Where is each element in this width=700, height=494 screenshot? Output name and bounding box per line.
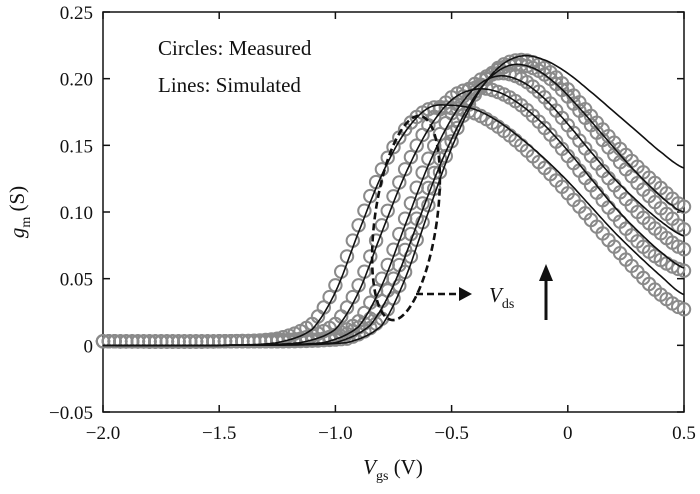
x-tick-label: 0.5 (672, 423, 696, 444)
vds-annotation: Vds (370, 114, 553, 322)
y-tick-label: 0.20 (60, 70, 93, 91)
legend-simulated: Lines: Simulated (158, 73, 301, 97)
vds-label: Vds (489, 283, 514, 312)
x-tick-label: −1.5 (202, 423, 236, 444)
legend-measured: Circles: Measured (158, 36, 312, 60)
y-axis-label: gm (S) (5, 186, 34, 238)
measured-point (671, 261, 686, 277)
y-axis: −0.05 0 0.05 0.10 0.15 0.20 0.25 (49, 3, 684, 424)
legend-box: Circles: Measured Lines: Simulated (158, 36, 312, 97)
y-tick-label: 0.10 (60, 203, 93, 224)
y-tick-label: 0.25 (60, 3, 93, 24)
measured-point (345, 289, 360, 305)
x-axis: −2.0 −1.5 −1.0 −0.5 0 0.5 (86, 12, 696, 444)
x-tick-label: −0.5 (434, 423, 468, 444)
series-group (95, 52, 692, 349)
measured-point (676, 242, 692, 257)
measured-point (322, 289, 337, 305)
vds-up-arrow-head (539, 264, 553, 281)
dashed-ellipse (370, 114, 442, 322)
measured-point (676, 302, 692, 317)
measured-point (676, 199, 692, 214)
simulated-line-5 (103, 54, 685, 347)
x-tick-label: 0 (563, 423, 573, 444)
y-tick-label: 0 (84, 336, 94, 357)
x-tick-label: −1.0 (318, 423, 352, 444)
x-tick-label: −2.0 (86, 423, 120, 444)
y-tick-label: 0.05 (60, 270, 93, 291)
measured-point (676, 263, 692, 278)
y-tick-label: −0.05 (49, 403, 93, 424)
x-axis-label: Vgs (V) (363, 455, 423, 484)
y-tick-label: 0.15 (60, 136, 93, 157)
dashed-arrow-head (459, 287, 472, 301)
